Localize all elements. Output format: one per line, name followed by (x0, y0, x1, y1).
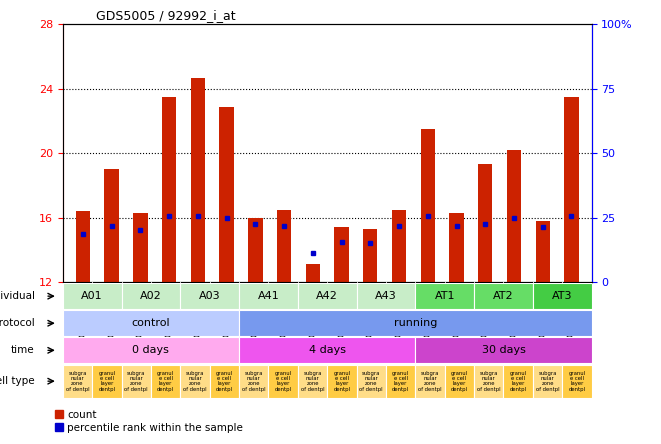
Bar (327, 365, 356, 398)
Text: subgra
nular
zone
of dentpl: subgra nular zone of dentpl (65, 371, 89, 392)
Bar (92, 365, 122, 398)
Bar (298, 365, 327, 398)
Text: subgra
nular
zone
of dentpl: subgra nular zone of dentpl (477, 371, 500, 392)
Bar (563, 365, 592, 398)
Bar (239, 310, 592, 336)
Text: A01: A01 (81, 291, 103, 301)
Text: cell type: cell type (0, 376, 34, 386)
Bar (420, 129, 435, 282)
Text: GDS5005 / 92992_i_at: GDS5005 / 92992_i_at (96, 9, 235, 22)
Bar (277, 210, 292, 282)
Bar (449, 213, 464, 282)
Bar (248, 218, 262, 282)
Text: protocol: protocol (0, 318, 34, 328)
Bar (564, 97, 578, 282)
Text: granul
e cell
layer
dentpl: granul e cell layer dentpl (274, 371, 292, 392)
Text: A41: A41 (258, 291, 280, 301)
Bar (474, 365, 504, 398)
Bar (162, 97, 176, 282)
Text: granul
e cell
layer
dentpl: granul e cell layer dentpl (98, 371, 116, 392)
Legend: count, percentile rank within the sample: count, percentile rank within the sample (55, 410, 243, 433)
Bar (239, 337, 415, 363)
Text: granul
e cell
layer
dentpl: granul e cell layer dentpl (451, 371, 468, 392)
Bar (507, 150, 521, 282)
Bar (180, 283, 239, 309)
Text: subgra
nular
zone
of dentpl: subgra nular zone of dentpl (242, 371, 266, 392)
Bar (392, 210, 407, 282)
Bar (63, 337, 239, 363)
Bar (219, 107, 234, 282)
Text: 30 days: 30 days (481, 345, 525, 355)
Text: subgra
nular
zone
of dentpl: subgra nular zone of dentpl (535, 371, 559, 392)
Bar (151, 365, 180, 398)
Text: A43: A43 (375, 291, 397, 301)
Text: AT1: AT1 (434, 291, 455, 301)
Bar (190, 78, 205, 282)
Bar (63, 310, 239, 336)
Text: running: running (394, 318, 437, 328)
Text: granul
e cell
layer
dentpl: granul e cell layer dentpl (510, 371, 527, 392)
Bar (386, 365, 415, 398)
Bar (239, 365, 268, 398)
Bar (334, 227, 349, 282)
Text: subgra
nular
zone
of dentpl: subgra nular zone of dentpl (183, 371, 207, 392)
Text: subgra
nular
zone
of dentpl: subgra nular zone of dentpl (418, 371, 442, 392)
Bar (478, 164, 492, 282)
Text: granul
e cell
layer
dentpl: granul e cell layer dentpl (157, 371, 175, 392)
Text: individual: individual (0, 291, 34, 301)
Bar (268, 365, 298, 398)
Text: AT3: AT3 (552, 291, 572, 301)
Text: subgra
nular
zone
of dentpl: subgra nular zone of dentpl (124, 371, 148, 392)
Bar (535, 221, 550, 282)
Bar (239, 283, 298, 309)
Bar (305, 264, 320, 282)
Text: 4 days: 4 days (309, 345, 346, 355)
Bar (363, 229, 377, 282)
Bar (122, 365, 151, 398)
Text: control: control (132, 318, 171, 328)
Text: AT2: AT2 (493, 291, 514, 301)
Bar (63, 283, 122, 309)
Bar (76, 211, 90, 282)
Bar (63, 365, 92, 398)
Bar (415, 283, 474, 309)
Text: A03: A03 (199, 291, 221, 301)
Bar (415, 365, 445, 398)
Text: granul
e cell
layer
dentpl: granul e cell layer dentpl (333, 371, 350, 392)
Text: subgra
nular
zone
of dentpl: subgra nular zone of dentpl (360, 371, 383, 392)
Bar (122, 283, 180, 309)
Text: subgra
nular
zone
of dentpl: subgra nular zone of dentpl (301, 371, 325, 392)
Bar (356, 283, 415, 309)
Bar (533, 283, 592, 309)
Bar (415, 337, 592, 363)
Bar (104, 169, 119, 282)
Text: A02: A02 (140, 291, 162, 301)
Text: time: time (11, 345, 34, 355)
Bar (180, 365, 210, 398)
Bar (533, 365, 563, 398)
Bar (474, 283, 533, 309)
Text: granul
e cell
layer
dentpl: granul e cell layer dentpl (215, 371, 233, 392)
Text: A42: A42 (316, 291, 338, 301)
Bar (210, 365, 239, 398)
Bar (445, 365, 474, 398)
Text: 0 days: 0 days (132, 345, 169, 355)
Bar (134, 213, 147, 282)
Bar (356, 365, 386, 398)
Bar (298, 283, 356, 309)
Text: granul
e cell
layer
dentpl: granul e cell layer dentpl (568, 371, 586, 392)
Bar (504, 365, 533, 398)
Text: granul
e cell
layer
dentpl: granul e cell layer dentpl (392, 371, 409, 392)
